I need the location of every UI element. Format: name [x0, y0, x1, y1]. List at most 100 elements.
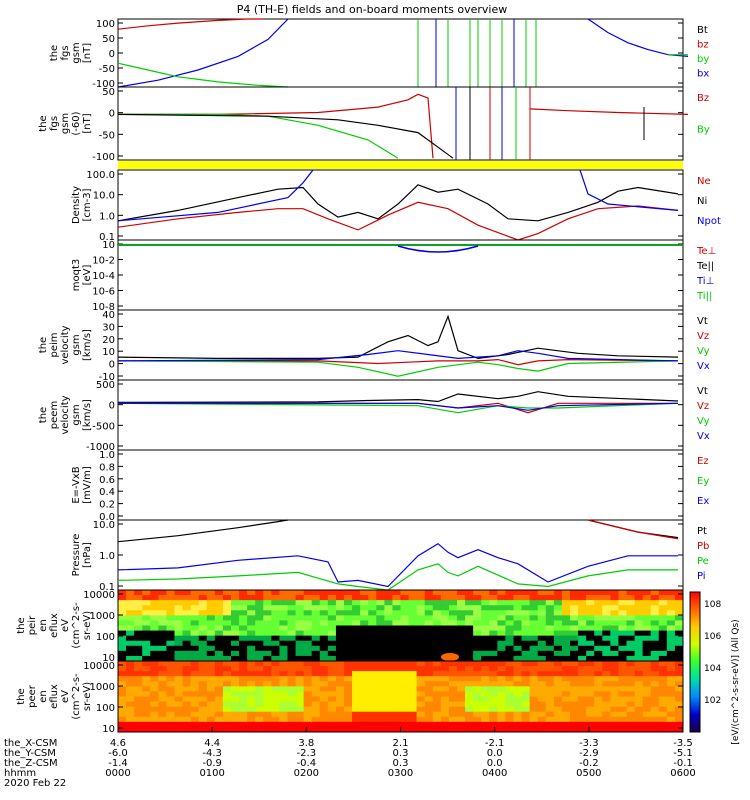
- heat-cell: [335, 625, 345, 632]
- heat-cell: [537, 640, 547, 647]
- heat-cell: [578, 610, 587, 616]
- heat-cell: [521, 645, 531, 652]
- heat-cell: [594, 726, 603, 733]
- heat-cell: [190, 630, 200, 637]
- heat-cell: [594, 655, 603, 662]
- heat-cell: [440, 671, 450, 677]
- heat-cell: [279, 696, 288, 703]
- heat-cell: [448, 630, 458, 637]
- ylabel-line: (cm^2-s-: [71, 673, 82, 720]
- heat-cell: [134, 696, 143, 703]
- heat-cell: [368, 676, 377, 682]
- heat-cell: [142, 630, 151, 637]
- heat-cell: [489, 590, 498, 596]
- ytick-label: -50: [99, 64, 115, 75]
- heat-cell: [408, 716, 418, 723]
- heat-cell: [465, 635, 474, 642]
- panel-10: the peer en eflux eV (cm^2-s-sr-eV)1000010001…: [16, 660, 684, 735]
- heat-cell: [666, 630, 676, 637]
- heat-cell: [182, 645, 192, 652]
- heat-cell: [352, 650, 361, 657]
- heat-cell: [392, 630, 401, 637]
- heat-cell: [327, 655, 337, 662]
- heat-cell: [650, 635, 660, 642]
- heat-cell: [505, 661, 514, 667]
- heat-cell: [473, 630, 482, 637]
- heat-cell: [416, 681, 426, 687]
- heat-cell: [360, 620, 369, 626]
- heat-cell: [610, 630, 619, 637]
- heat-cell: [174, 666, 184, 672]
- heat-cell: [263, 716, 272, 723]
- heat-cell: [545, 716, 555, 723]
- heat-cell: [174, 595, 184, 601]
- heat-cell: [231, 676, 240, 682]
- heat-cell: [610, 605, 619, 611]
- heat-cell: [400, 706, 410, 713]
- heat-cell: [529, 595, 539, 601]
- heat-cell: [231, 686, 240, 692]
- heat-cell: [376, 676, 385, 682]
- heat-cell: [271, 671, 280, 677]
- heat-cell: [489, 635, 498, 642]
- heat-cell: [521, 661, 531, 667]
- temp-dip: [397, 245, 479, 253]
- ylabel-line: (cm^2-s-: [71, 602, 82, 649]
- ylabel-line: fgs: [49, 116, 60, 131]
- heat-cell: [255, 635, 264, 642]
- heat-cell: [352, 640, 361, 647]
- heat-cell: [473, 716, 482, 723]
- heat-cell: [392, 650, 401, 657]
- heat-cell: [521, 595, 531, 601]
- heat-cell: [481, 676, 490, 682]
- heat-cell: [214, 620, 224, 626]
- heat-cell: [666, 635, 676, 642]
- heat-cell: [206, 590, 216, 596]
- heat-cell: [335, 676, 345, 682]
- heat-cell: [198, 661, 208, 667]
- xaxis-value: -3.3: [579, 738, 599, 749]
- heat-cell: [465, 650, 474, 657]
- heat-cell: [214, 706, 224, 713]
- heat-cell: [263, 655, 272, 662]
- heat-cell: [634, 615, 644, 621]
- heat-cell: [529, 666, 539, 672]
- colorbar-label: [eV/(cm^2-s-sr-eV)] (All Qs): [731, 619, 741, 744]
- heat-cell: [432, 661, 442, 667]
- heat-cell: [561, 691, 571, 697]
- heat-cell: [392, 726, 401, 733]
- ytick-label: 20: [102, 335, 115, 346]
- heat-cell: [416, 605, 426, 611]
- heat-cell: [384, 691, 393, 697]
- heat-cell: [287, 676, 297, 682]
- legend-ti⊥: Ti⊥: [696, 276, 714, 287]
- heat-cell: [368, 716, 377, 723]
- heat-cell: [650, 706, 660, 713]
- heat-cell: [537, 686, 547, 692]
- heat-cell: [586, 661, 595, 667]
- heat-cell: [666, 620, 676, 626]
- heat-cell: [279, 620, 288, 626]
- heat-cell: [247, 696, 256, 703]
- heat-cell: [239, 666, 248, 672]
- heat-cell: [448, 635, 458, 642]
- heat-cell: [642, 706, 652, 713]
- heat-cell: [198, 590, 208, 596]
- heat-cell: [489, 671, 498, 677]
- heat-cell: [287, 726, 297, 733]
- heat-cell: [416, 625, 426, 632]
- ytick-label: 0: [109, 401, 115, 412]
- heat-cell: [658, 655, 668, 662]
- heat-cell: [513, 711, 523, 718]
- heat-cell: [650, 650, 660, 657]
- heat-cell: [537, 655, 547, 662]
- heat-cell: [505, 716, 514, 723]
- heat-cell: [650, 605, 660, 611]
- heat-cell: [150, 595, 159, 601]
- ylabel-line: gsm: [71, 404, 82, 425]
- heat-cell: [182, 595, 192, 601]
- heat-cell: [674, 590, 684, 596]
- heat-cell: [303, 676, 313, 682]
- heat-cell: [634, 635, 644, 642]
- heat-cell: [537, 595, 547, 601]
